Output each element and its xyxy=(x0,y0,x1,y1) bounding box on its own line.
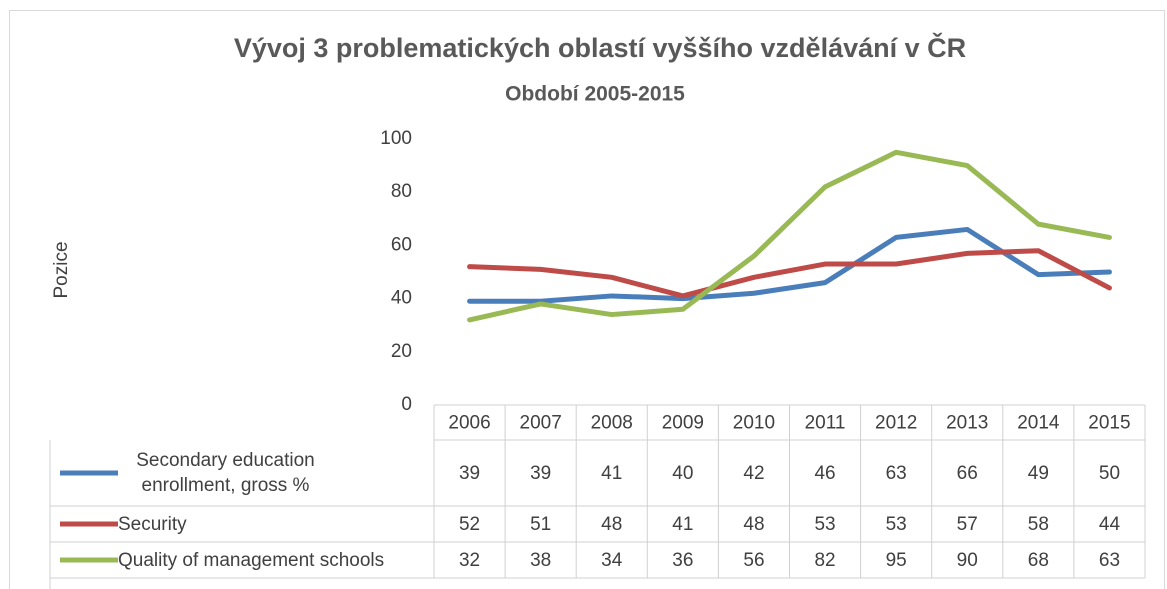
table-value: 63 xyxy=(886,463,907,484)
x-tick-label: 2006 xyxy=(448,413,490,434)
y-tick-label: 40 xyxy=(391,288,412,309)
table-value: 39 xyxy=(530,463,551,484)
table-value: 39 xyxy=(459,463,480,484)
table-value: 90 xyxy=(957,550,978,571)
x-tick-label: 2014 xyxy=(1017,413,1060,434)
table-value: 41 xyxy=(601,463,622,484)
table-value: 63 xyxy=(1099,550,1120,571)
chart-subtitle: Období 2005-2015 xyxy=(505,83,685,106)
table-value: 50 xyxy=(1099,463,1120,484)
x-tick-label: 2011 xyxy=(805,413,846,434)
x-tick-label: 2012 xyxy=(875,413,917,434)
table-value: 48 xyxy=(743,514,764,535)
legend-entry-box: Secondary education enrollment, gross % xyxy=(136,450,315,496)
table-value: 68 xyxy=(1028,550,1049,571)
table-value: 44 xyxy=(1099,514,1121,535)
table-value: 41 xyxy=(672,514,693,535)
table-value: 42 xyxy=(743,463,764,484)
table-value: 53 xyxy=(886,514,907,535)
table-value: 52 xyxy=(459,514,480,535)
table-value: 38 xyxy=(530,550,551,571)
table-value: 48 xyxy=(601,514,622,535)
table-value: 58 xyxy=(1028,514,1049,535)
table-value: 46 xyxy=(814,463,835,484)
x-tick-label: 2013 xyxy=(946,413,988,434)
x-tick-label: 2008 xyxy=(591,413,633,434)
table-value: 53 xyxy=(814,514,835,535)
legend-entry: Security xyxy=(118,513,187,535)
table-value: 95 xyxy=(886,550,907,571)
table-value: 34 xyxy=(601,550,623,571)
x-tick-label: 2007 xyxy=(520,413,562,434)
table-value: 57 xyxy=(957,514,978,535)
y-tick-label: 100 xyxy=(380,128,412,149)
x-tick-label: 2009 xyxy=(662,413,704,434)
y-tick-label: 60 xyxy=(391,234,412,255)
table-value: 40 xyxy=(672,463,693,484)
x-tick-label: 2015 xyxy=(1088,413,1130,434)
legend-entry: Quality of management schools xyxy=(118,549,385,571)
table-value: 66 xyxy=(957,463,978,484)
x-tick-label: 2010 xyxy=(733,413,775,434)
table-value: 32 xyxy=(459,550,480,571)
y-tick-label: 80 xyxy=(391,181,412,202)
table-value: 82 xyxy=(814,550,835,571)
y-tick-label: 0 xyxy=(401,394,412,415)
legend-entry: Secondary education enrollment, gross % xyxy=(136,450,315,496)
y-tick-label: 20 xyxy=(391,341,412,362)
table-value: 49 xyxy=(1028,463,1049,484)
table-value: 56 xyxy=(743,550,764,571)
y-axis-label: Pozice xyxy=(51,241,72,298)
series-line xyxy=(467,248,1112,299)
table-value: 36 xyxy=(672,550,693,571)
chart-title: Vývoj 3 problematických oblastí vyššího … xyxy=(234,32,966,63)
series-line xyxy=(467,149,1112,323)
legend-entry-box: Security xyxy=(118,513,187,535)
legend-entry-box: Quality of management schools xyxy=(118,549,385,571)
table-value: 51 xyxy=(530,514,551,535)
